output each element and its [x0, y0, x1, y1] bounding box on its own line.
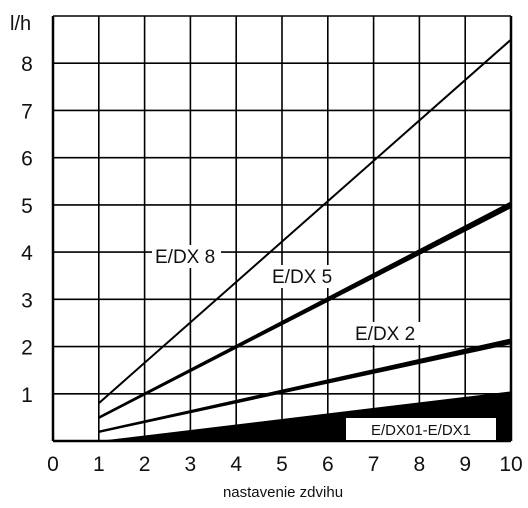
y-tick-label-8: 8 — [21, 53, 33, 76]
series-line-e-dx-8 — [98, 38, 512, 404]
series-label-e-dx-2: E/DX 2 — [355, 324, 415, 345]
y-tick-label-4: 4 — [21, 242, 33, 265]
x-tick-label-9: 9 — [459, 453, 471, 476]
x-tick-label-8: 8 — [414, 453, 426, 476]
x-tick-label-0: 0 — [47, 453, 59, 476]
chart-marks: E/DX 8 E/DX 5 E/DX 2 E/DX01-E/DX1 — [98, 38, 512, 441]
x-tick-label-6: 6 — [322, 453, 334, 476]
series-line-e-dx-5 — [98, 201, 512, 419]
y-tick-label-7: 7 — [21, 100, 33, 123]
x-tick-label-10: 10 — [499, 453, 522, 476]
y-tick-label-6: 6 — [21, 148, 33, 171]
series-label-e-dx01-e-dx1: E/DX01-E/DX1 — [371, 422, 471, 439]
tick-labels: 0 1 2 3 4 5 6 7 8 9 10 1 2 3 4 5 6 7 8 — [21, 53, 523, 476]
y-tick-label-2: 2 — [21, 337, 33, 360]
y-axis-unit-label: l/h — [10, 13, 31, 35]
y-tick-label-5: 5 — [21, 195, 33, 218]
series-label-box-e-dx01-e-dx1 — [346, 418, 496, 440]
x-tick-label-1: 1 — [93, 453, 105, 476]
x-tick-label-4: 4 — [230, 453, 242, 476]
x-tick-label-7: 7 — [368, 453, 380, 476]
series-label-bg-e-dx-5 — [269, 265, 338, 288]
chart-grid — [51, 15, 513, 443]
series-label-e-dx-8: E/DX 8 — [155, 247, 215, 268]
y-tick-label-1: 1 — [21, 384, 33, 407]
series-label-bg-e-dx-8 — [152, 245, 221, 268]
x-tick-label-5: 5 — [276, 453, 288, 476]
x-axis-title: nastavenie zdvihu — [223, 484, 343, 501]
series-label-bg-e-dx-2 — [352, 322, 421, 345]
series-label-e-dx-5: E/DX 5 — [272, 267, 332, 288]
x-tick-label-2: 2 — [139, 453, 151, 476]
y-tick-label-3: 3 — [21, 289, 33, 312]
x-tick-label-3: 3 — [185, 453, 197, 476]
series-line-e-dx-2 — [98, 338, 512, 433]
